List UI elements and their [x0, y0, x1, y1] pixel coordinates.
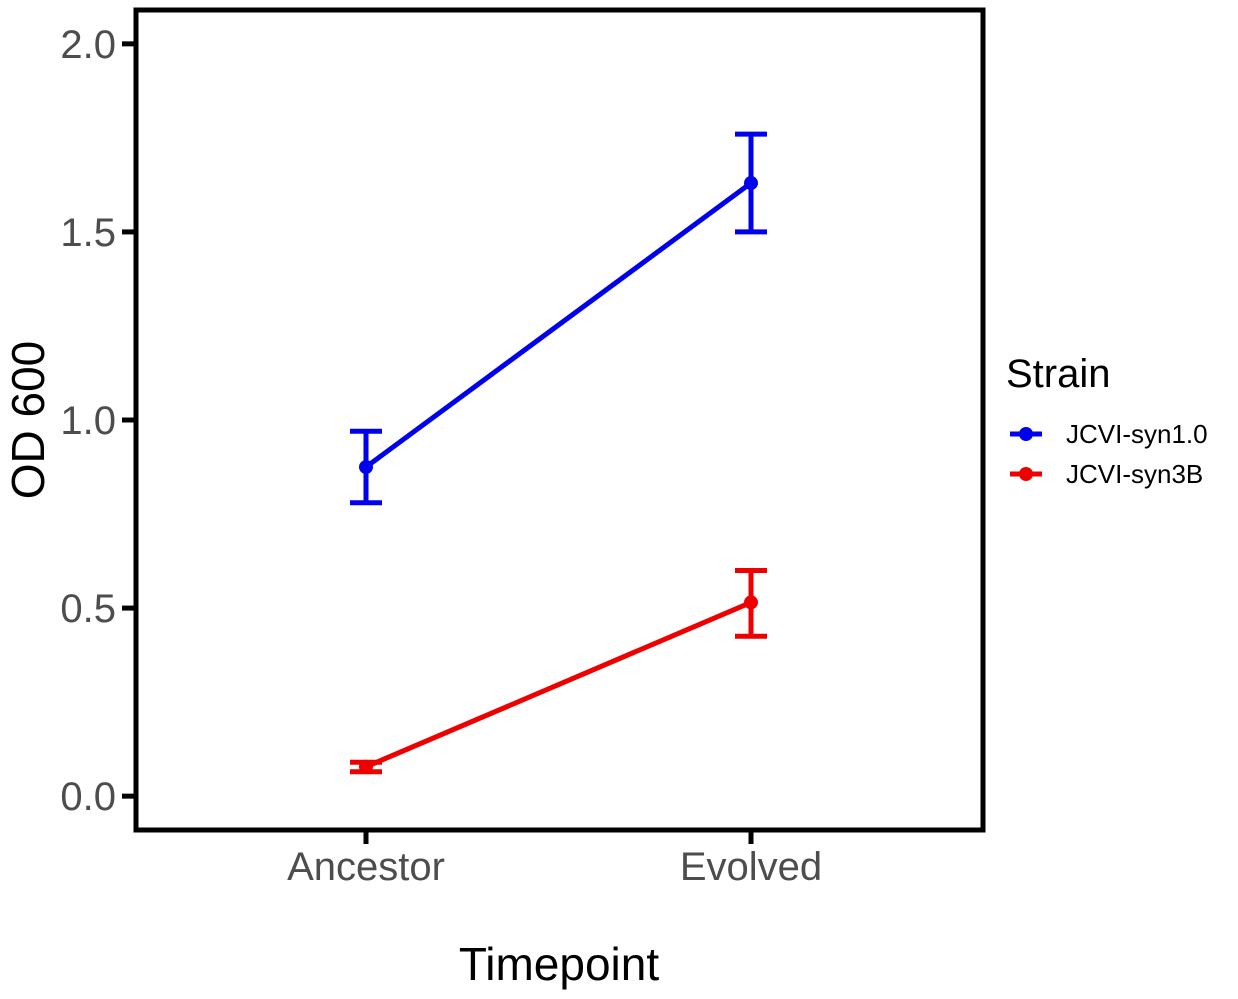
series-layer: [350, 131, 767, 775]
series-line: [364, 181, 753, 470]
y-tick-label: 1.5: [60, 211, 116, 255]
data-point: [744, 176, 758, 191]
legend-label: JCVI-syn3B: [1066, 459, 1203, 489]
y-tick-label: 2.0: [60, 23, 116, 67]
legend-items: JCVI-syn1.0 JCVI-syn3B: [1010, 419, 1208, 489]
data-point: [359, 460, 373, 475]
data-point: [744, 595, 758, 610]
legend-item: JCVI-syn1.0: [1010, 419, 1208, 449]
y-tick-label: 0.5: [60, 587, 116, 631]
legend-key-point: [1019, 467, 1033, 481]
legend-label: JCVI-syn1.0: [1066, 419, 1208, 449]
series-line: [365, 600, 752, 770]
data-point: [359, 759, 373, 774]
x-tick-label: Evolved: [680, 845, 822, 889]
y-tick-label: 0.0: [60, 775, 116, 819]
legend-key-point: [1019, 427, 1033, 441]
legend-title: Strain: [1006, 352, 1111, 396]
legend: Strain JCVI-syn1.0 JCVI-syn3B: [1006, 352, 1208, 489]
y-tick-label: 1.0: [60, 399, 116, 443]
x-tick-label: Ancestor: [287, 845, 445, 889]
series-JCVI-syn3B: [350, 567, 767, 775]
legend-item: JCVI-syn3B: [1010, 459, 1203, 489]
y-axis: 0.0 0.5 1.0 1.5 2.0: [60, 23, 136, 819]
y-axis-title: OD 600: [2, 341, 54, 500]
x-axis-title: Timepoint: [459, 938, 659, 990]
x-axis: Ancestor Evolved: [287, 830, 822, 889]
series-JCVI-syn1.0: [350, 131, 767, 506]
